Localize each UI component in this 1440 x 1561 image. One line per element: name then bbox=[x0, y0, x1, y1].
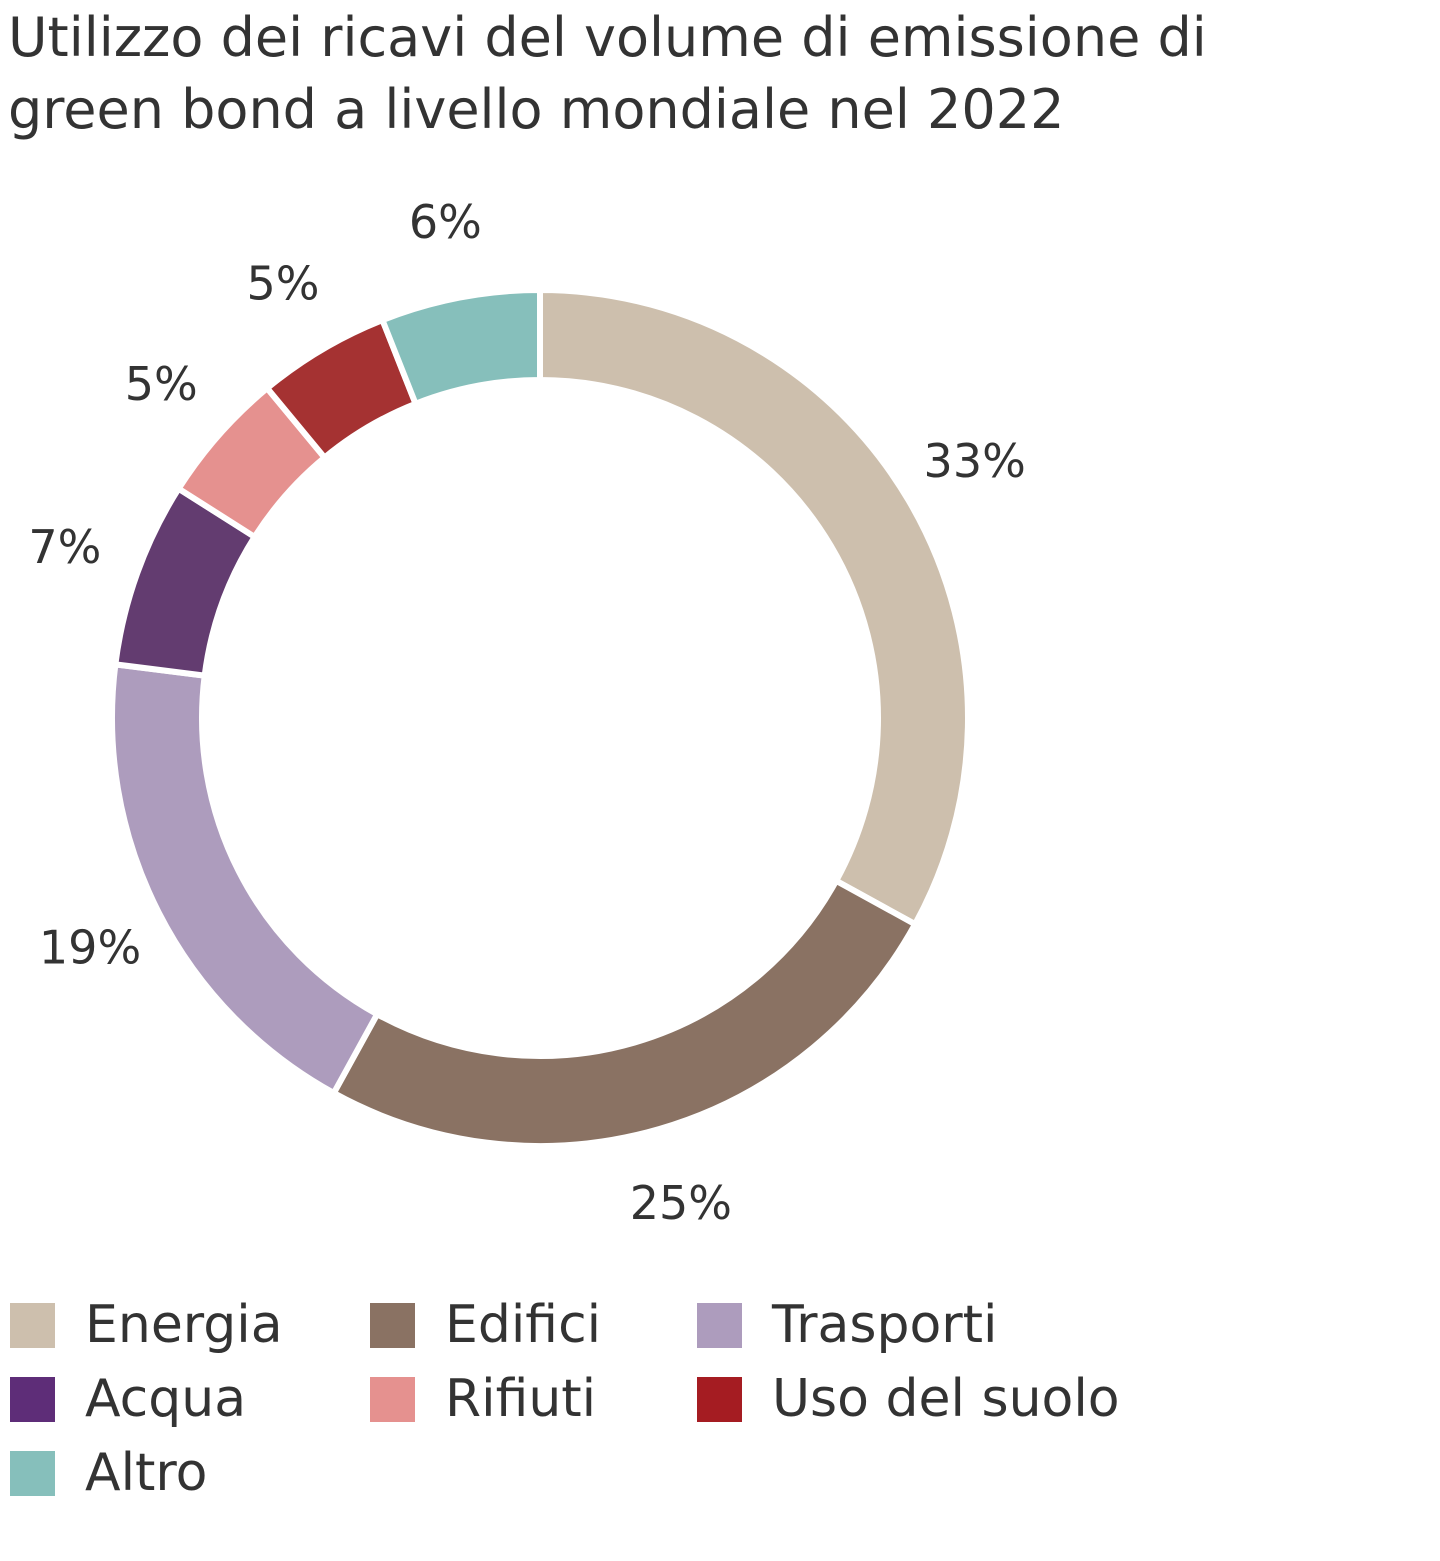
legend-label: Energia bbox=[85, 1295, 283, 1355]
legend-item-uso-del-suolo: Uso del suolo bbox=[697, 1369, 1120, 1429]
legend-swatch bbox=[370, 1302, 415, 1348]
legend-label: Acqua bbox=[85, 1369, 247, 1429]
data-label-energia: 33% bbox=[924, 434, 1026, 488]
data-label-rifiuti: 5% bbox=[125, 357, 198, 411]
legend-item-altro: Altro bbox=[10, 1443, 207, 1503]
legend-item-edifici: Edifici bbox=[370, 1295, 601, 1355]
legend-item-trasporti: Trasporti bbox=[697, 1295, 998, 1355]
legend-swatch bbox=[370, 1376, 415, 1422]
legend-item-rifiuti: Rifiuti bbox=[370, 1369, 596, 1429]
legend-swatch bbox=[697, 1376, 742, 1422]
legend-item-energia: Energia bbox=[10, 1295, 283, 1355]
legend-label: Edifici bbox=[445, 1295, 602, 1355]
legend-swatch bbox=[10, 1302, 55, 1348]
data-label-edifici: 25% bbox=[630, 1176, 732, 1230]
legend-swatch bbox=[697, 1302, 742, 1348]
legend-swatch bbox=[10, 1450, 55, 1496]
donut-slice-energia bbox=[537, 286, 971, 929]
legend-label: Uso del suolo bbox=[772, 1369, 1120, 1429]
data-label-altro: 6% bbox=[409, 195, 482, 249]
data-label-acqua: 7% bbox=[28, 520, 101, 574]
donut-slice-altro bbox=[378, 286, 543, 408]
data-label-trasporti: 19% bbox=[39, 920, 141, 974]
legend-label: Trasporti bbox=[772, 1295, 998, 1355]
chart-title: Utilizzo dei ricavi del volume di emissi… bbox=[8, 6, 1207, 141]
donut-chart: 33% 25% 19% 7% 5% 5% 6% bbox=[28, 195, 1026, 1230]
donut-slice-trasporti bbox=[109, 661, 382, 1098]
legend-swatch bbox=[10, 1376, 55, 1422]
legend-label: Rifiuti bbox=[445, 1369, 597, 1429]
legend-item-acqua: Acqua bbox=[10, 1369, 246, 1429]
data-label-uso-del-suolo: 5% bbox=[246, 256, 319, 310]
legend-label: Altro bbox=[85, 1443, 208, 1503]
donut-slice-edifici bbox=[329, 876, 920, 1149]
